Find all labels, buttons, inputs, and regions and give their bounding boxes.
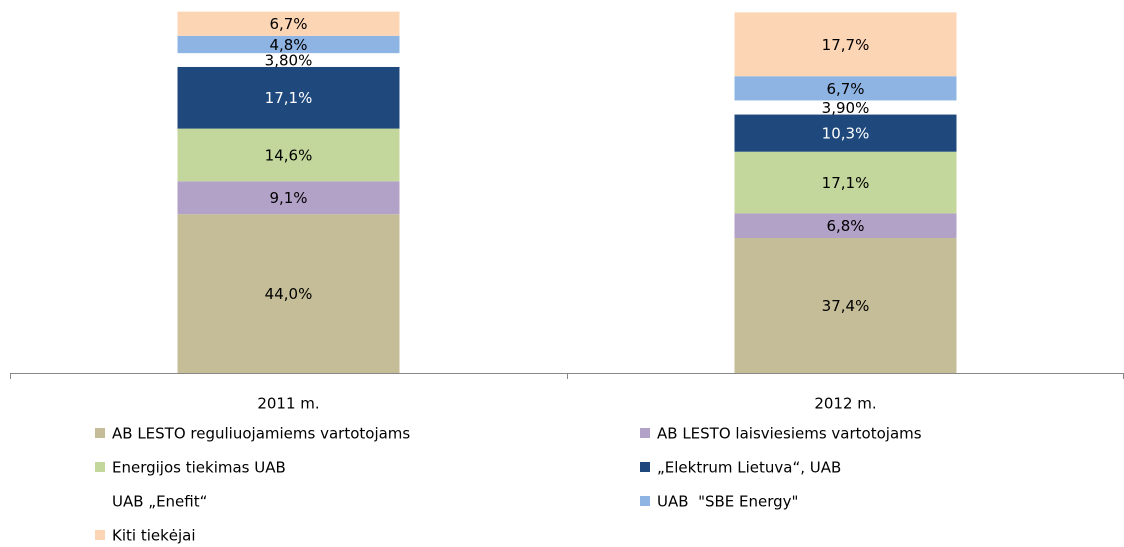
data-label: 17,1% bbox=[822, 174, 870, 192]
legend-label: „Elektrum Lietuva“, UAB bbox=[657, 459, 841, 477]
bar-segment bbox=[734, 114, 957, 152]
legend-swatch bbox=[640, 496, 650, 506]
data-label: 17,1% bbox=[265, 89, 313, 107]
data-label: 44,0% bbox=[265, 285, 313, 303]
legend-label: Kiti tiekėjai bbox=[112, 527, 196, 545]
x-tick-label: 2011 m. bbox=[257, 395, 319, 413]
data-label: 37,4% bbox=[822, 297, 870, 315]
data-label: 14,6% bbox=[265, 146, 313, 164]
data-label: 9,1% bbox=[269, 189, 307, 207]
bar-segment bbox=[177, 11, 400, 36]
data-label: 17,7% bbox=[822, 36, 870, 54]
bar-segment bbox=[734, 151, 957, 214]
bar-segment bbox=[734, 12, 957, 77]
bar-segment bbox=[177, 214, 400, 373]
bar-segment bbox=[177, 66, 400, 129]
bar-segment bbox=[177, 35, 400, 54]
bar-segment bbox=[734, 237, 957, 373]
data-label: 6,8% bbox=[826, 217, 864, 235]
x-tick-label: 2012 m. bbox=[814, 395, 876, 413]
legend-swatch bbox=[95, 428, 105, 438]
legend-label: UAB "SBE Energy" bbox=[657, 493, 798, 511]
bar-segment bbox=[177, 53, 400, 67]
legend-label: UAB „Enefit“ bbox=[112, 493, 207, 511]
data-label: 3,90% bbox=[822, 99, 870, 117]
legend-swatch bbox=[95, 530, 105, 540]
bar-segment bbox=[734, 100, 957, 115]
bar-segment bbox=[177, 181, 400, 215]
legend-swatch bbox=[640, 462, 650, 472]
bar-segment bbox=[734, 76, 957, 101]
legend-swatch bbox=[95, 462, 105, 472]
bar-segment bbox=[177, 128, 400, 182]
bar-segment bbox=[734, 213, 957, 238]
legend-swatch bbox=[640, 428, 650, 438]
data-label: 4,8% bbox=[269, 36, 307, 54]
legend-swatch bbox=[95, 496, 105, 506]
data-label: 6,7% bbox=[269, 15, 307, 33]
legend-label: AB LESTO reguliuojamiems vartotojams bbox=[112, 425, 410, 443]
data-label: 10,3% bbox=[822, 125, 870, 143]
data-label: 3,80% bbox=[265, 52, 313, 70]
data-label: 6,7% bbox=[826, 80, 864, 98]
legend-label: AB LESTO laisviesiems vartotojams bbox=[657, 425, 922, 443]
legend-label: Energijos tiekimas UAB bbox=[112, 459, 286, 477]
